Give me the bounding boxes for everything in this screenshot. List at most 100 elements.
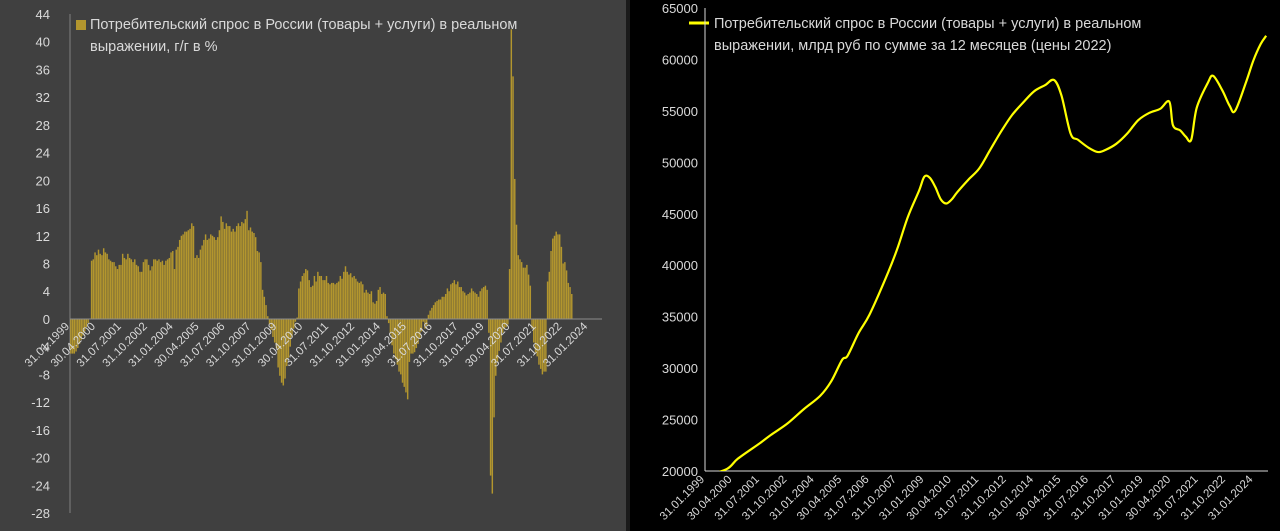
bar: [310, 287, 312, 319]
consumption-line: [718, 35, 1268, 471]
bar: [425, 318, 428, 326]
bar: [545, 318, 547, 372]
bar: [253, 233, 255, 319]
bar: [533, 318, 535, 343]
bar: [336, 282, 338, 319]
bar: [505, 318, 507, 328]
bar: [311, 285, 314, 319]
bar: [80, 318, 82, 340]
y-tick-label: -24: [31, 478, 50, 493]
bar: [284, 318, 286, 379]
bar: [261, 289, 264, 319]
bar: [422, 318, 424, 322]
bar: [251, 231, 253, 319]
bar: [154, 259, 157, 319]
bar: [346, 271, 348, 319]
bar: [401, 318, 404, 383]
bar: [496, 318, 499, 362]
bar: [564, 262, 566, 319]
y-tick-label: 30000: [662, 361, 698, 376]
bar: [298, 288, 300, 319]
bar: [246, 210, 248, 319]
bar: [173, 269, 176, 319]
bar: [120, 264, 122, 319]
bar: [386, 316, 388, 319]
bar: [552, 238, 554, 319]
bar: [208, 238, 210, 319]
bar: [216, 237, 219, 319]
bar: [104, 252, 107, 319]
bar: [258, 252, 260, 319]
bar: [213, 237, 215, 319]
bar: [329, 284, 331, 319]
y-tick-label: 25000: [662, 413, 698, 428]
bar: [197, 257, 200, 319]
bar: [382, 292, 385, 319]
bar: [479, 291, 481, 319]
bar: [470, 288, 473, 319]
y-tick-label: 55000: [662, 104, 698, 119]
bar: [529, 285, 532, 319]
bar: [147, 264, 150, 319]
bar: [172, 251, 174, 319]
bar: [139, 271, 141, 319]
bar: [453, 280, 456, 319]
bar: [111, 262, 114, 319]
bar: [301, 275, 304, 319]
bar: [415, 318, 418, 349]
bar: [436, 300, 438, 319]
y-tick-label: 35000: [662, 310, 698, 325]
bar: [106, 253, 108, 319]
bar: [254, 237, 257, 319]
bar: [389, 318, 392, 335]
bar: [206, 239, 209, 319]
bar: [508, 269, 511, 319]
bar: [130, 259, 133, 319]
bar: [555, 231, 557, 319]
bar: [296, 317, 298, 319]
legend-line-2: выражении, млрд руб по сумме за 12 месяц…: [714, 38, 1111, 54]
bar: [123, 257, 126, 319]
bar: [498, 318, 500, 351]
bar: [520, 262, 523, 319]
bar: [101, 255, 103, 319]
bar: [332, 282, 335, 319]
bar: [223, 228, 226, 319]
y-tick-label: -16: [31, 423, 50, 438]
bar: [522, 267, 525, 319]
bar: [455, 284, 457, 319]
legend-line-1: Потребительский спрос в России (товары +…: [714, 16, 1141, 32]
y-tick-label: 8: [43, 257, 50, 272]
bar: [493, 318, 495, 418]
bar: [427, 314, 430, 319]
bar: [135, 264, 138, 319]
bar: [210, 234, 212, 319]
y-tick-label: 28: [36, 118, 50, 133]
bar: [151, 266, 153, 319]
bar: [185, 231, 188, 319]
y-tick-label: 60000: [662, 52, 698, 67]
bar: [161, 260, 164, 319]
bar: [249, 227, 252, 319]
y-tick-label: 36: [36, 62, 50, 77]
bar: [279, 318, 281, 376]
bar: [432, 305, 435, 319]
bar: [384, 293, 386, 319]
bar: [248, 230, 250, 319]
bar: [232, 228, 234, 319]
bar: [341, 278, 343, 319]
bar: [519, 259, 521, 319]
bar: [144, 259, 146, 319]
bar: [467, 293, 469, 319]
bar: [374, 303, 376, 319]
bar: [446, 288, 449, 319]
bar: [203, 239, 205, 319]
bar: [538, 318, 540, 365]
bar: [560, 246, 563, 319]
bar: [489, 318, 492, 476]
bar: [299, 281, 302, 319]
bar: [115, 266, 117, 319]
bar: [211, 235, 214, 319]
bar: [149, 270, 152, 319]
bar: [474, 292, 476, 319]
